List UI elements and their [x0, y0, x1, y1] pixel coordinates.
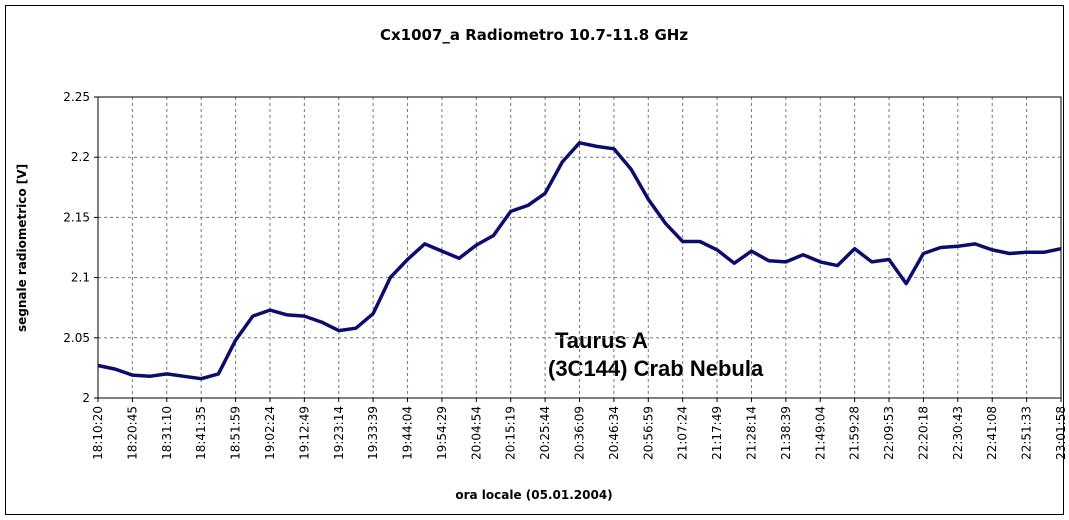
x-tick-label: 22:20:18	[916, 406, 930, 460]
x-tick-label: 19:33:39	[366, 406, 380, 460]
x-tick-label: 19:54:29	[435, 406, 449, 460]
x-tick-label: 18:31:10	[160, 406, 174, 460]
annotation: Taurus A	[555, 328, 648, 353]
x-tick-label: 20:36:09	[573, 406, 587, 460]
x-tick-label: 18:10:20	[91, 406, 105, 460]
x-tick-label: 21:28:14	[744, 406, 758, 460]
x-tick-label: 21:38:39	[779, 406, 793, 460]
x-tick-label: 22:09:53	[882, 406, 896, 460]
x-tick-label: 18:41:35	[194, 406, 208, 460]
y-tick-label: 2	[82, 391, 90, 405]
x-tick-label: 21:07:24	[676, 406, 690, 460]
y-tick-label: 2.15	[63, 210, 90, 224]
x-tick-label: 22:51:33	[1020, 406, 1034, 460]
x-tick-label: 19:23:14	[332, 406, 346, 460]
y-tick-label: 2.2	[71, 150, 90, 164]
y-tick-label: 2.05	[63, 331, 90, 345]
plot-area	[97, 96, 1062, 399]
x-axis-label: ora locale (05.01.2004)	[455, 488, 612, 502]
y-tick-label: 2.25	[63, 90, 90, 104]
x-tick-label: 20:04:54	[469, 406, 483, 460]
x-tick-label: 21:17:49	[710, 406, 724, 460]
x-tick-label: 23:01:58	[1054, 406, 1068, 460]
x-tick-label: 18:51:59	[229, 406, 243, 460]
x-tick-label: 20:15:19	[504, 406, 518, 460]
x-tick-label: 19:12:49	[297, 406, 311, 460]
x-tick-label: 22:30:43	[951, 406, 965, 460]
x-tick-label: 20:56:59	[641, 406, 655, 460]
x-tick-label: 20:25:44	[538, 406, 552, 460]
x-tick-label: 22:41:08	[985, 406, 999, 460]
y-axis-label: segnale radiometrico [V]	[15, 164, 29, 332]
x-tick-label: 21:49:04	[813, 406, 827, 460]
chart-title: Cx1007_a Radiometro 10.7-11.8 GHz	[380, 26, 688, 44]
y-tick-label: 2.1	[71, 271, 90, 285]
x-tick-label: 18:20:45	[125, 406, 139, 460]
annotation: (3C144) Crab Nebula	[548, 356, 764, 381]
x-tick-label: 21:59:28	[848, 406, 862, 460]
x-tick-label: 19:44:04	[401, 406, 415, 460]
data-line	[97, 141, 1062, 381]
x-tick-label: 20:46:34	[607, 406, 621, 460]
x-tick-label: 19:02:24	[263, 406, 277, 460]
